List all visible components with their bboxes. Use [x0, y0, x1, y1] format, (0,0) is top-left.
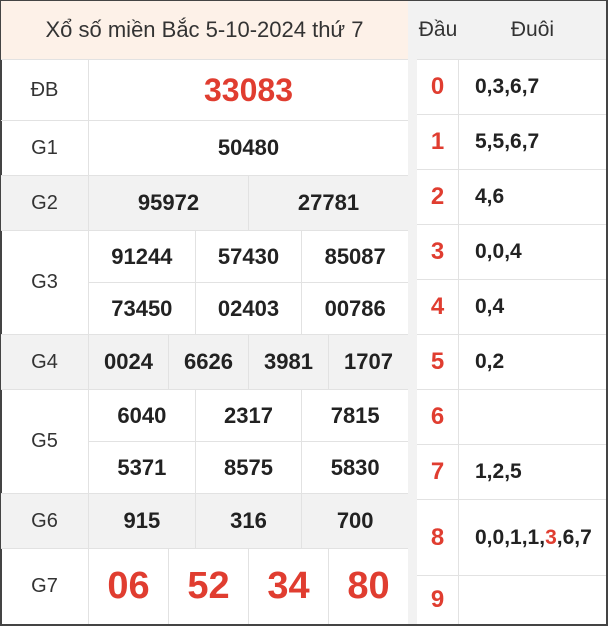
prize-label-g6: G6	[1, 494, 89, 548]
loto-row: 9	[417, 575, 606, 624]
g3-number: 91244	[111, 243, 173, 269]
prize-label-g4: G4	[1, 335, 89, 389]
prize-row-g3: G3 91244 57430 85087 73450 02403 00786	[1, 230, 408, 334]
loto-head-digit: 6	[417, 390, 459, 444]
loto-tail-digits: 0,4	[475, 295, 505, 318]
loto-table: Đầu Đuôi 0 0,3,6,7 1 5,5,6,7 2 4,6 3 0,0…	[417, 1, 606, 624]
loto-row: 8 0,0,1,1,3,6,7	[417, 499, 606, 575]
loto-head-digit: 4	[417, 280, 459, 334]
prize-label-g2: G2	[1, 176, 89, 230]
loto-head-digit: 1	[417, 115, 459, 169]
loto-tail-digits: 1,2,5	[475, 460, 522, 483]
prize-row-g2: G2 95972 27781	[1, 175, 408, 230]
g5-number: 6040	[117, 402, 167, 428]
results-table: Xổ số miền Bắc 5-10-2024 thứ 7 ĐB 33083 …	[1, 1, 408, 624]
g2-number: 27781	[248, 176, 408, 230]
loto-head-digit: 0	[417, 60, 459, 114]
loto-row: 1 5,5,6,7	[417, 114, 606, 169]
loto-tail-column-label: Đuôi	[510, 18, 555, 41]
prize-label-special: ĐB	[1, 60, 89, 120]
prize-row-g6: G6 915 316 700	[1, 493, 408, 548]
prize-row-special: ĐB 33083	[1, 59, 408, 120]
loto-head-digit: 3	[417, 225, 459, 279]
loto-row: 7 1,2,5	[417, 444, 606, 499]
loto-tail-digits: 0,2	[475, 350, 505, 373]
special-prize-number: 33083	[204, 71, 293, 108]
g3-number: 73450	[111, 295, 173, 321]
g5-number: 8575	[194, 442, 302, 493]
g3-number: 57430	[194, 231, 302, 282]
loto-tail-digits	[459, 390, 606, 444]
loto-head-digit: 8	[417, 500, 459, 575]
g4-number: 6626	[168, 335, 248, 389]
table-divider	[408, 1, 417, 624]
prize-row-g1: G1 50480	[1, 120, 408, 175]
loto-row: 5 0,2	[417, 334, 606, 389]
g2-number: 95972	[137, 190, 200, 215]
loto-row: 2 4,6	[417, 169, 606, 224]
g7-number: 34	[248, 549, 328, 624]
g3-number: 02403	[194, 283, 302, 334]
loto-tail-digits: 0,3,6,7	[475, 75, 540, 98]
loto-tail-text: 0,0,1,1,	[475, 525, 546, 549]
g4-number: 0024	[104, 349, 153, 374]
g1-number: 50480	[217, 135, 280, 160]
prize-row-g7: G7 06 52 34 80	[1, 548, 408, 624]
loto-head-digit: 2	[417, 170, 459, 224]
prize-label-g5: G5	[1, 390, 89, 493]
g5-number: 2317	[194, 390, 302, 441]
g6-number: 316	[194, 494, 302, 548]
loto-row: 3 0,0,4	[417, 224, 606, 279]
loto-head-digit: 5	[417, 335, 459, 389]
loto-tail-digits: 0,0,4	[475, 240, 522, 263]
g5-number: 5830	[301, 442, 408, 493]
g6-number: 700	[301, 494, 408, 548]
g3-number: 85087	[301, 231, 408, 282]
prize-label-g7: G7	[1, 549, 89, 624]
g5-number: 5371	[117, 454, 167, 480]
loto-tail-highlight: 3	[545, 525, 557, 549]
g4-number: 3981	[248, 335, 328, 389]
loto-row: 0 0,3,6,7	[417, 59, 606, 114]
g6-number: 915	[123, 508, 161, 533]
g7-number: 06	[107, 565, 150, 607]
loto-tail-digits: 5,5,6,7	[475, 130, 540, 153]
g7-number: 52	[168, 549, 248, 624]
g3-number: 00786	[301, 283, 408, 334]
loto-header: Đầu Đuôi	[417, 1, 606, 59]
results-title: Xổ số miền Bắc 5-10-2024 thứ 7	[1, 1, 408, 59]
prize-row-g5: G5 6040 2317 7815 5371 8575 5830	[1, 389, 408, 493]
prize-row-g4: G4 0024 6626 3981 1707	[1, 334, 408, 389]
loto-head-digit: 7	[417, 445, 459, 499]
loto-head-column-label: Đầu	[418, 18, 458, 41]
loto-head-digit: 9	[417, 576, 459, 624]
g4-number: 1707	[328, 335, 408, 389]
g5-number: 7815	[301, 390, 408, 441]
prize-label-g1: G1	[1, 121, 89, 175]
loto-tail-digits	[459, 576, 606, 624]
loto-row: 4 0,4	[417, 279, 606, 334]
loto-tail-digits: 4,6	[475, 185, 505, 208]
g7-number: 80	[328, 549, 408, 624]
prize-label-g3: G3	[1, 231, 89, 334]
loto-tail-digits: 0,0,1,1,3,6,7	[459, 500, 606, 575]
loto-row: 6	[417, 389, 606, 444]
loto-tail-text: ,6,7	[556, 525, 592, 549]
